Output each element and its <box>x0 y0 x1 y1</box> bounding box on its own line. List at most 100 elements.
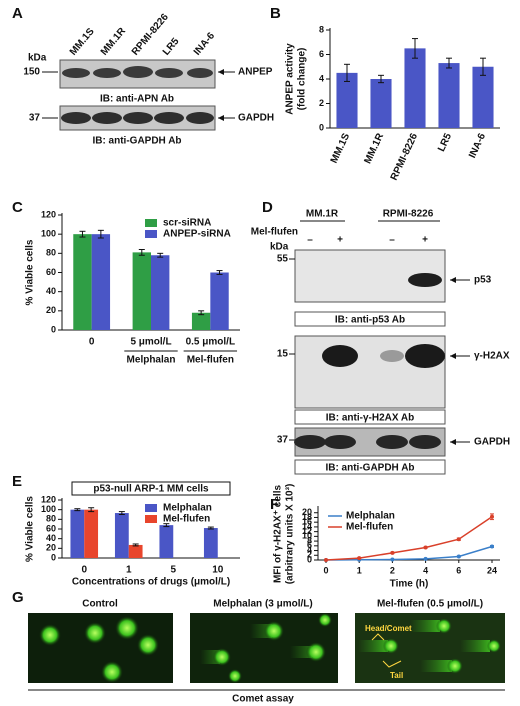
antibody-label: IB: anti-GAPDH Ab <box>92 136 181 147</box>
x-tick-label: LR5 <box>436 131 454 153</box>
kda-label: kDa <box>270 242 289 253</box>
y-tick-label: 120 <box>41 209 56 219</box>
comet-cells <box>39 616 159 683</box>
y-tick-label: 4 <box>319 73 324 83</box>
y-axis-label: % Viable cells <box>25 239 36 305</box>
blot-bands <box>294 435 441 449</box>
bar <box>151 255 170 330</box>
arrow-head <box>450 353 456 359</box>
y-axis-label: ANPEP activity <box>285 43 296 115</box>
y-axis-label: (arbitrary units X 10³) <box>285 484 296 585</box>
y-axis-label: (fold change) <box>297 48 308 111</box>
y-tick-label: 60 <box>46 267 56 277</box>
y-tick-label: 20 <box>302 507 312 517</box>
x-tick-label: 24 <box>487 565 497 575</box>
x-tick-label: 0 <box>81 565 87 576</box>
y-tick-label: 16 <box>302 517 312 527</box>
x-tick-label: RPMI-8226 <box>389 131 421 182</box>
antibody-label: IB: anti-APN Ab <box>100 94 174 105</box>
arrow-head <box>450 439 456 445</box>
annotation-lines <box>371 633 402 668</box>
y-tick-label: 20 <box>46 305 56 315</box>
legend-label: ANPEP-siRNA <box>163 229 231 240</box>
bar <box>404 48 426 128</box>
title-box <box>71 481 231 496</box>
legend-label: Mel-flufen <box>163 514 210 525</box>
panel-letter: C <box>12 199 23 216</box>
x-tick-label: 0.5 μmol/L <box>186 337 235 348</box>
legend-swatch <box>145 504 157 512</box>
panel-letter: B <box>270 5 281 22</box>
y-tick-label: 0 <box>319 122 324 132</box>
bar <box>114 513 129 558</box>
kda-label: kDa <box>28 53 47 64</box>
bar <box>210 272 229 330</box>
x-tick-label: INA-6 <box>467 131 488 160</box>
lane-label: MM.1S <box>68 26 97 58</box>
bar <box>472 66 494 128</box>
panel-letter: G <box>12 589 24 606</box>
y-tick-label: 2 <box>307 550 312 560</box>
bar <box>70 509 85 558</box>
label-box <box>294 311 446 327</box>
target-label: ANPEP <box>238 67 273 78</box>
comet-cells <box>358 618 501 674</box>
lane-label: MM.1R <box>99 25 129 57</box>
point <box>390 557 395 562</box>
bar <box>91 234 111 330</box>
bar <box>132 252 151 330</box>
x-tick-label: 5 μmol/L <box>130 337 171 348</box>
label-box <box>294 459 446 475</box>
legend-label: Mel-flufen <box>346 522 393 533</box>
point <box>490 544 494 549</box>
x-tick-label: 5 <box>170 565 176 576</box>
marker-label: 37 <box>277 435 289 446</box>
arrow-head <box>450 277 456 283</box>
panel-letter: E <box>12 473 22 490</box>
marker-label: 37 <box>29 113 41 124</box>
y-tick-label: 8 <box>319 24 324 34</box>
y-tick-label: 14 <box>302 521 312 531</box>
cell-line-label: MM.1R <box>306 209 339 220</box>
x-axis-label: Time (h) <box>390 579 429 590</box>
legend-swatch <box>145 515 157 523</box>
y-tick-label: 100 <box>41 229 56 239</box>
blot-bands <box>322 344 445 368</box>
bar <box>128 544 143 558</box>
bar <box>438 63 460 129</box>
bar <box>370 79 392 128</box>
y-tick-label: 40 <box>46 286 56 296</box>
y-tick-label: 40 <box>46 533 56 543</box>
marker-label: 150 <box>23 67 40 78</box>
caption: Comet assay <box>232 694 294 705</box>
legend-label: Melphalan <box>163 503 212 514</box>
cell-line-label: RPMI-8226 <box>383 209 434 220</box>
point <box>324 558 328 562</box>
x-tick-label: MM.1R <box>363 131 387 166</box>
y-tick-label: 10 <box>302 531 312 541</box>
target-label: GAPDH <box>238 113 274 124</box>
y-tick-label: 100 <box>41 504 56 514</box>
y-tick-label: 0 <box>51 324 56 334</box>
chart-title: p53-null ARP-1 MM cells <box>93 484 209 495</box>
x-tick-label: 1 <box>357 565 362 575</box>
y-tick-label: 0 <box>51 552 56 562</box>
condition-label: Control <box>82 599 118 610</box>
y-tick-label: 6 <box>307 540 312 550</box>
treatment-label: Mel-flufen <box>251 227 298 238</box>
bar <box>84 509 99 558</box>
point <box>456 537 461 542</box>
x-tick-label: MM.1S <box>329 131 352 165</box>
marker-label: 15 <box>277 349 289 360</box>
x-tick-label: 2 <box>390 565 395 575</box>
blot-bands <box>62 66 213 78</box>
bar <box>203 528 218 558</box>
y-axis-label: % Viable cells <box>25 496 36 562</box>
y-tick-label: 20 <box>46 543 56 553</box>
panel-letter: D <box>262 199 273 216</box>
annotation: Tail <box>390 671 403 680</box>
y-tick-label: 120 <box>41 494 56 504</box>
sign: + <box>337 235 343 246</box>
